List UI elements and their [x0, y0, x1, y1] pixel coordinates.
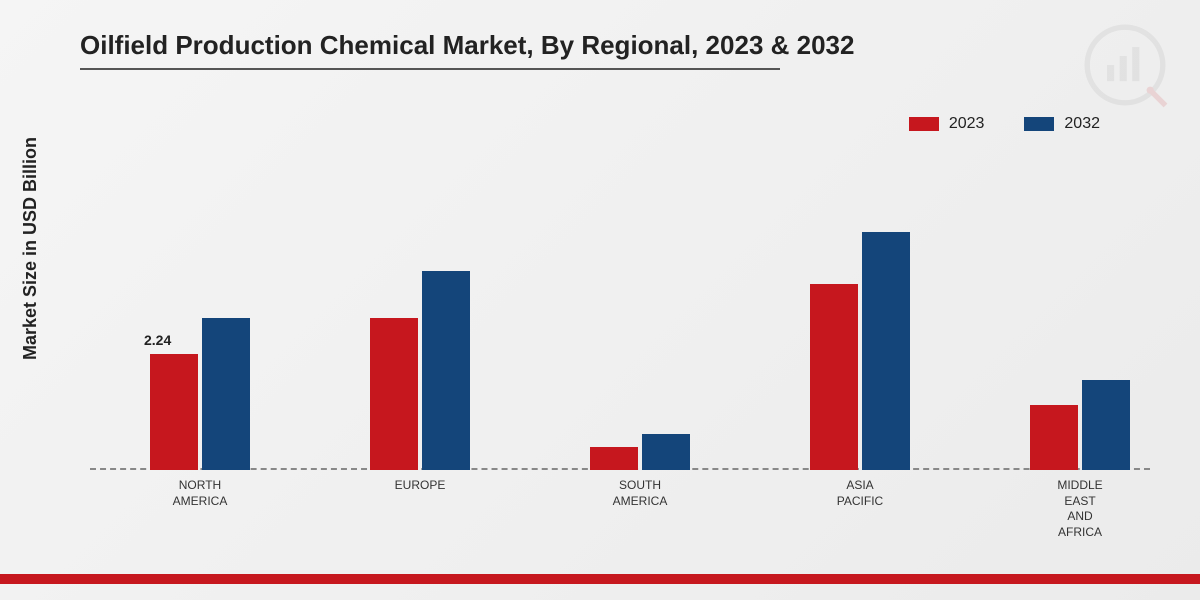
- bar-group: [1030, 380, 1130, 470]
- legend-label-2032: 2032: [1064, 115, 1100, 133]
- legend-label-2023: 2023: [949, 115, 985, 133]
- bar: [202, 318, 250, 470]
- bar: [370, 318, 418, 470]
- legend-item-2023: 2023: [909, 115, 985, 133]
- bar-group: [590, 434, 690, 470]
- bar-value-label: 2.24: [144, 332, 171, 348]
- legend-item-2032: 2032: [1024, 115, 1100, 133]
- bar: [590, 447, 638, 470]
- legend: 2023 2032: [909, 115, 1100, 133]
- bar-group: [370, 271, 470, 470]
- legend-swatch-2032: [1024, 117, 1054, 131]
- watermark-logo-icon: [1080, 20, 1170, 110]
- chart-plot-area: 2.24: [90, 160, 1150, 470]
- chart-title: Oilfield Production Chemical Market, By …: [80, 30, 854, 61]
- category-label: NORTHAMERICA: [130, 478, 270, 509]
- bar: 2.24: [150, 354, 198, 470]
- bar-group: 2.24: [150, 318, 250, 470]
- bar: [1082, 380, 1130, 470]
- category-label: SOUTHAMERICA: [570, 478, 710, 509]
- bar: [810, 284, 858, 470]
- bottom-accent-bar: [0, 574, 1200, 584]
- bar: [862, 232, 910, 470]
- category-label: ASIAPACIFIC: [790, 478, 930, 509]
- category-labels: NORTHAMERICA EUROPE SOUTHAMERICA ASIAPACIFI…: [90, 478, 1150, 548]
- bar: [1030, 405, 1078, 470]
- title-underline: [80, 68, 780, 70]
- category-label: EUROPE: [350, 478, 490, 494]
- bar: [422, 271, 470, 470]
- legend-swatch-2023: [909, 117, 939, 131]
- y-axis-label: Market Size in USD Billion: [20, 137, 41, 360]
- bar-group: [810, 232, 910, 470]
- category-label: MIDDLEEASTANDAFRICA: [1010, 478, 1150, 540]
- bar: [642, 434, 690, 470]
